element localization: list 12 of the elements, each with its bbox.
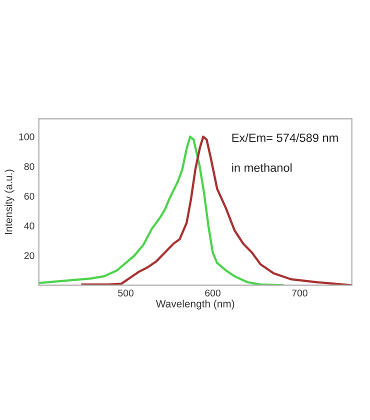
y-tick-label: 80 bbox=[24, 163, 34, 170]
annotation: Ex/Em= 574/589 nm bbox=[232, 133, 338, 142]
y-axis-title: Intensity (a.u.) bbox=[4, 170, 14, 234]
x-tick-label: 500 bbox=[118, 290, 134, 296]
x-tick-label: 700 bbox=[292, 290, 308, 296]
y-tick-label: 40 bbox=[24, 222, 34, 230]
y-tick-label: 20 bbox=[24, 252, 34, 260]
annotation: in methanol bbox=[232, 163, 292, 172]
x-tick-label: 600 bbox=[205, 290, 220, 296]
x-axis-title: Wavelength (nm) bbox=[156, 300, 234, 310]
y-tick-label: 60 bbox=[24, 192, 34, 200]
y-tick-label: 100 bbox=[19, 133, 34, 140]
